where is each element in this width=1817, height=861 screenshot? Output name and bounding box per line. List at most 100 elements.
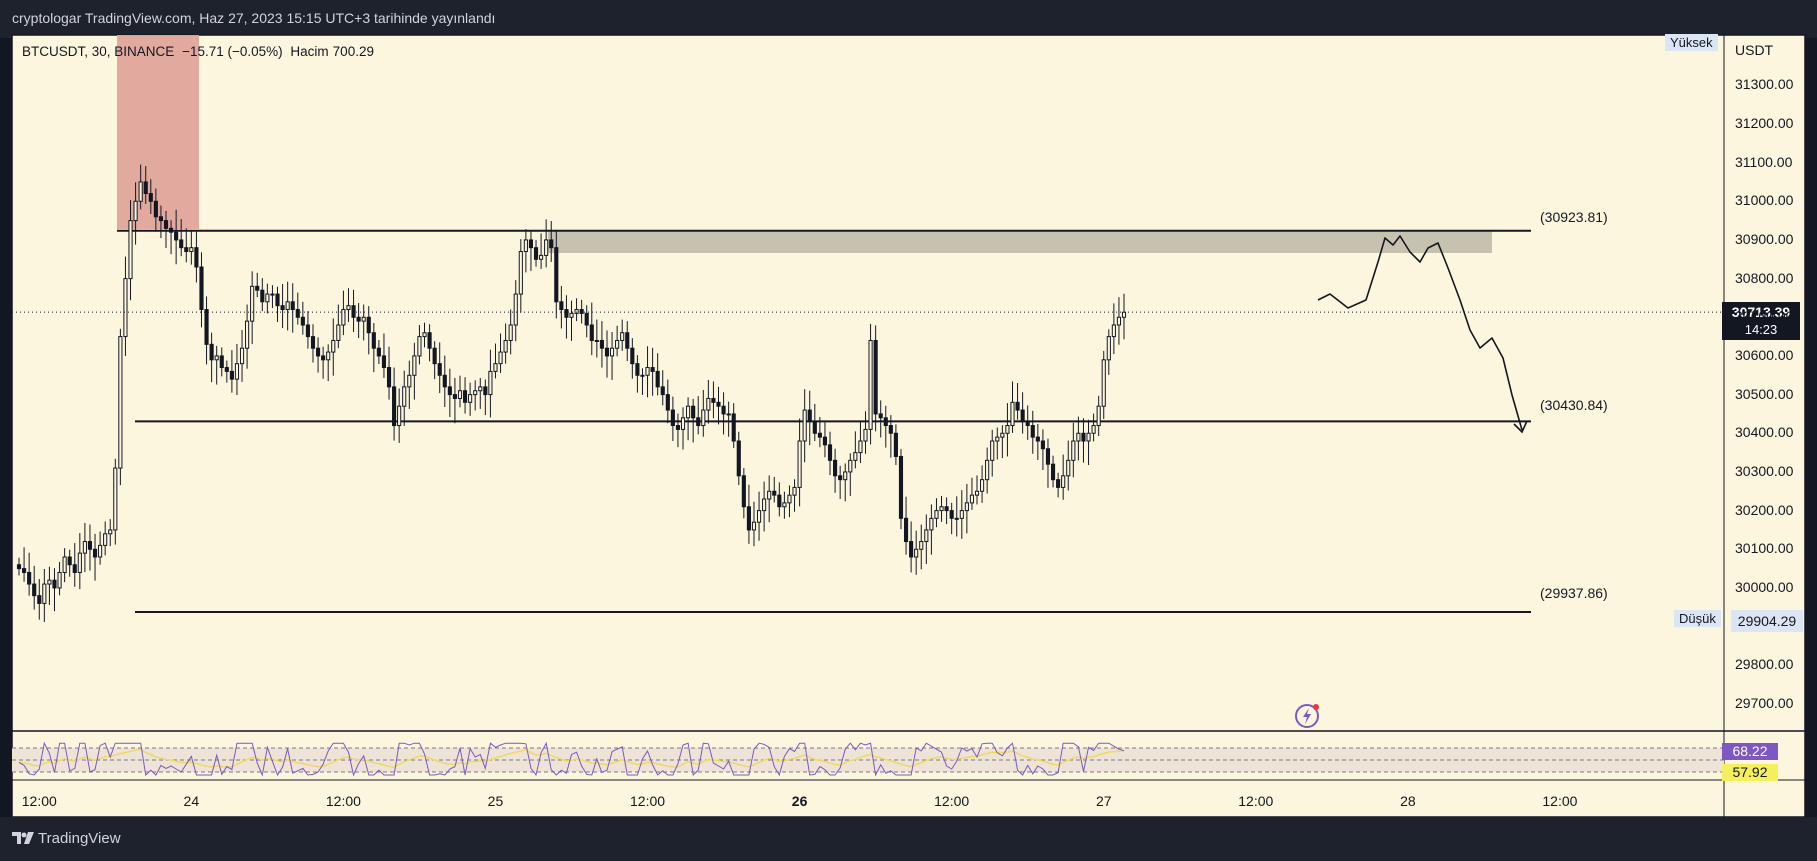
candle-body [305,324,310,338]
y-tick-label: 30600.00 [1735,346,1794,363]
current-price: 30713.39 [1731,304,1791,320]
candle-body [609,347,615,357]
candle-body [47,579,52,585]
candle-body [336,324,341,341]
candle-body [432,347,437,365]
candle-body [138,181,143,202]
candle-body [954,517,959,520]
candle-body [133,200,138,222]
candle-body [447,386,452,396]
candle-body [128,220,133,280]
candle-body [924,529,929,543]
candle-body [310,336,316,349]
supply-zone [117,35,199,229]
candle-body [37,595,42,604]
candle-body [822,436,828,446]
candle-body [148,193,153,202]
y-tick-label: 30200.00 [1735,501,1794,518]
chart-header: BTCUSDT, 30, BINANCE −15.71 (−0.05%) Hac… [22,44,378,59]
candle-body [113,467,118,531]
candle-body [772,490,777,496]
candle-body [964,502,969,512]
candle-body [736,440,741,477]
candle-body [898,455,904,519]
candle-body [407,374,412,388]
candle-body [1106,336,1111,361]
candle-body [16,564,22,570]
candle-body [98,544,103,558]
y-tick-label: 30300.00 [1735,462,1794,479]
candle-body [174,231,179,241]
forecast-path[interactable] [1317,235,1523,431]
change-label: −15.71 (−0.05%) [182,44,283,59]
candle-body [361,316,366,322]
candle-body [397,405,402,427]
candle-body [163,220,169,229]
candle-body [381,355,387,369]
candle-body [422,332,427,338]
candle-body [214,355,219,361]
candle-body [452,394,457,399]
candle-body [812,421,817,434]
candle-body [82,541,87,554]
candle-body [701,409,706,427]
candle-body [721,405,726,415]
candle-body [620,332,625,341]
volume-value: 700.29 [332,44,374,59]
candle-body [1121,311,1127,318]
candle-body [468,394,473,403]
candle-body [833,459,838,477]
x-tick-label: 26 [791,793,808,809]
candle-body [1111,324,1116,338]
brand-name[interactable]: TradingView [38,830,121,847]
bar-countdown: 14:23 [1744,322,1778,337]
candle-body [321,355,326,361]
currency-label: USDT [1735,42,1774,58]
candle-body [1061,475,1066,488]
candle-body [250,285,255,322]
candle-body [909,541,914,558]
x-tick-label: 12:00 [21,793,57,809]
candle-body [554,247,559,303]
candle-body [569,312,574,318]
chart-frame[interactable] [12,35,1805,817]
y-tick-label: 30500.00 [1735,385,1794,402]
candle-body [179,239,184,249]
volume-label: Hacim [290,44,329,59]
candle-body [123,278,128,338]
footer: TradingView [0,817,1817,861]
candle-body [604,347,610,357]
candle-body [158,216,163,222]
candle-body [670,409,675,427]
candle-body [949,510,954,519]
candle-body [184,247,189,253]
candle-body [564,309,569,318]
candle-body [878,413,883,419]
candle-body [843,471,848,481]
rsi-value: 68.22 [1722,743,1778,760]
candle-body [427,332,432,349]
candle-body [584,312,589,326]
candle-body [807,409,812,423]
candle-body [92,548,98,558]
rsi-ma-value: 57.92 [1722,764,1778,781]
candle-body [817,432,822,438]
candle-body [21,568,27,573]
candle-body [934,510,939,519]
candle-body [290,301,295,311]
lightning-bolt-icon[interactable] [1294,702,1322,730]
candle-body [625,332,630,349]
candle-body [533,247,539,260]
candle-body [1096,405,1101,427]
candle-body [579,309,584,314]
y-tick-label: 30100.00 [1735,540,1794,557]
publish-info: cryptologar TradingView.com, Haz 27, 202… [12,10,496,26]
candle-body [478,386,483,392]
candle-body [285,301,290,311]
candle-body [746,506,751,531]
candle-body [873,339,878,415]
candle-body [194,247,199,268]
y-tick-label: 29700.00 [1735,694,1794,711]
symbol-label[interactable]: BTCUSDT, 30, BINANCE [22,44,175,59]
